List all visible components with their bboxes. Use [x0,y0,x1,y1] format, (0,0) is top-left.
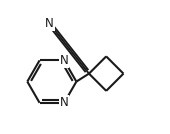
Text: N: N [45,17,54,30]
Text: N: N [60,96,69,109]
Text: N: N [60,54,69,67]
